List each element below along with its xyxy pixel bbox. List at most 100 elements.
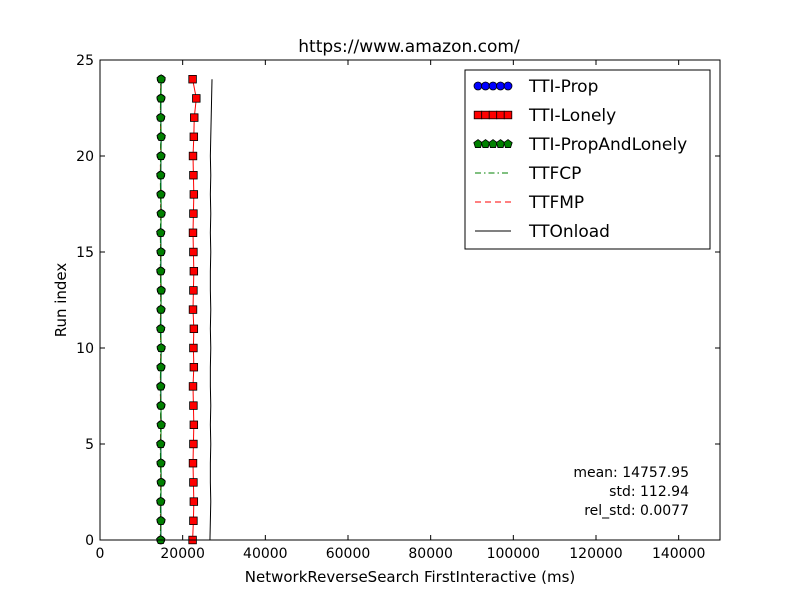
x-tick-label: 20000 xyxy=(160,546,205,562)
point-tti-lonely xyxy=(189,286,198,295)
point-tti-lonely xyxy=(188,228,198,237)
chart-title: https://www.amazon.com/ xyxy=(298,37,520,57)
legend-item-tti-lonely: TTI-Lonely xyxy=(473,106,616,126)
y-axis-label: Run index xyxy=(52,263,70,338)
legend: TTI-Prop TTI-Lonely TTI-PropAndLonely TTFCP… xyxy=(464,69,711,250)
legend-label: TTFCP xyxy=(528,164,581,184)
x-tick-label: 80000 xyxy=(408,546,453,562)
x-tick-label: 100000 xyxy=(487,546,540,562)
y-tick-label: 20 xyxy=(76,149,94,165)
point-tti-lonely xyxy=(189,439,198,449)
legend-marker xyxy=(473,81,483,91)
legend-label: TTI-PropAndLonely xyxy=(528,135,687,155)
point-tti-propandlonely xyxy=(156,208,166,218)
point-tti-lonely xyxy=(189,478,198,487)
plot-frame xyxy=(99,59,721,541)
point-tti-propandlonely xyxy=(156,285,166,295)
point-tti-lonely xyxy=(189,132,199,141)
point-tti-propandlonely xyxy=(156,131,166,141)
point-tti-propandlonely xyxy=(156,439,166,448)
legend-item-tti-propandlonely: TTI-PropAndLonely xyxy=(473,135,687,155)
legend-label: TTI-Lonely xyxy=(528,106,616,126)
stat-rel-std: rel_std: 0.0077 xyxy=(584,503,689,519)
legend-label: TTOnload xyxy=(528,222,610,242)
legend-marker xyxy=(473,110,483,120)
point-tti-propandlonely xyxy=(156,74,166,84)
legend-marker xyxy=(488,110,498,120)
series-tti-lonely xyxy=(188,75,201,545)
legend-marker xyxy=(496,81,505,91)
point-tti-lonely xyxy=(189,266,199,276)
legend-box xyxy=(464,69,711,250)
point-tti-lonely xyxy=(189,420,199,429)
legend-item-ttonload: TTOnload xyxy=(475,222,610,242)
point-tti-propandlonely xyxy=(156,400,166,410)
point-tti-lonely xyxy=(189,247,198,257)
x-tick-label: 40000 xyxy=(243,546,288,562)
point-tti-lonely xyxy=(188,382,198,391)
x-tick-label: 60000 xyxy=(326,546,371,562)
legend-item-tti-prop: TTI-Prop xyxy=(473,77,598,97)
point-tti-lonely xyxy=(189,362,199,372)
y-tick-label: 10 xyxy=(76,341,94,357)
point-tti-lonely xyxy=(189,516,198,525)
point-tti-propandlonely xyxy=(156,419,166,429)
point-tti-propandlonely xyxy=(156,496,166,506)
point-tti-lonely xyxy=(189,324,199,333)
point-tti-propandlonely xyxy=(156,381,166,391)
legend-marker xyxy=(481,81,490,91)
point-tti-lonely xyxy=(189,170,198,180)
point-tti-propandlonely xyxy=(156,170,166,180)
point-tti-propandlonely xyxy=(156,343,166,352)
legend-marker xyxy=(488,81,498,91)
point-tti-propandlonely xyxy=(156,93,166,103)
point-tti-propandlonely xyxy=(156,112,166,122)
series-line-ttonload xyxy=(209,79,213,541)
x-axis: 0 20000 40000 60000 80000 100000 120000 140000 xyxy=(96,60,705,562)
point-tti-lonely xyxy=(192,94,201,103)
point-tti-propandlonely xyxy=(156,458,166,468)
point-tti-lonely xyxy=(188,458,198,468)
series-tti-propandlonely xyxy=(156,74,166,544)
point-tti-propandlonely xyxy=(156,515,166,525)
x-tick-label: 120000 xyxy=(569,546,622,562)
point-tti-lonely xyxy=(188,151,198,161)
legend-label: TTFMP xyxy=(528,193,584,213)
x-axis-label: NetworkReverseSearch FirstInteractive (m… xyxy=(245,568,576,586)
point-tti-propandlonely xyxy=(156,247,166,256)
point-tti-lonely xyxy=(188,75,197,84)
y-tick-label: 15 xyxy=(76,245,94,261)
series-layer xyxy=(156,74,213,545)
x-tick-label: 140000 xyxy=(652,546,705,562)
legend-item-ttfmp: TTFMP xyxy=(475,193,584,213)
y-tick-label: 25 xyxy=(76,53,94,69)
legend-item-ttfcp: TTFCP xyxy=(475,164,581,184)
point-tti-lonely xyxy=(189,209,198,218)
stats-box: mean: 14757.95 std: 112.94 rel_std: 0.00… xyxy=(573,465,689,519)
point-tti-propandlonely xyxy=(156,151,166,160)
point-tti-propandlonely xyxy=(156,362,166,372)
stat-mean: mean: 14757.95 xyxy=(573,465,689,481)
point-tti-lonely xyxy=(189,343,198,353)
point-tti-propandlonely xyxy=(156,189,166,199)
y-axis: 0 5 10 15 20 25 xyxy=(76,53,720,549)
legend-marker xyxy=(481,110,490,120)
legend-marker xyxy=(503,110,513,120)
point-tti-lonely xyxy=(189,401,198,410)
point-tti-propandlonely xyxy=(156,323,166,333)
point-tti-lonely xyxy=(189,190,199,199)
legend-label: TTI-Prop xyxy=(528,77,598,97)
point-tti-propandlonely xyxy=(156,227,166,237)
y-tick-label: 5 xyxy=(85,437,94,453)
point-tti-propandlonely xyxy=(156,304,166,314)
legend-marker xyxy=(503,139,513,148)
point-tti-lonely xyxy=(190,113,199,122)
point-tti-propandlonely xyxy=(156,477,166,487)
legend-marker xyxy=(503,81,513,91)
point-tti-lonely xyxy=(189,497,199,506)
x-tick-label: 0 xyxy=(96,546,105,562)
y-tick-label: 0 xyxy=(85,533,94,549)
stat-std: std: 112.94 xyxy=(609,484,689,500)
point-tti-propandlonely xyxy=(156,266,166,276)
